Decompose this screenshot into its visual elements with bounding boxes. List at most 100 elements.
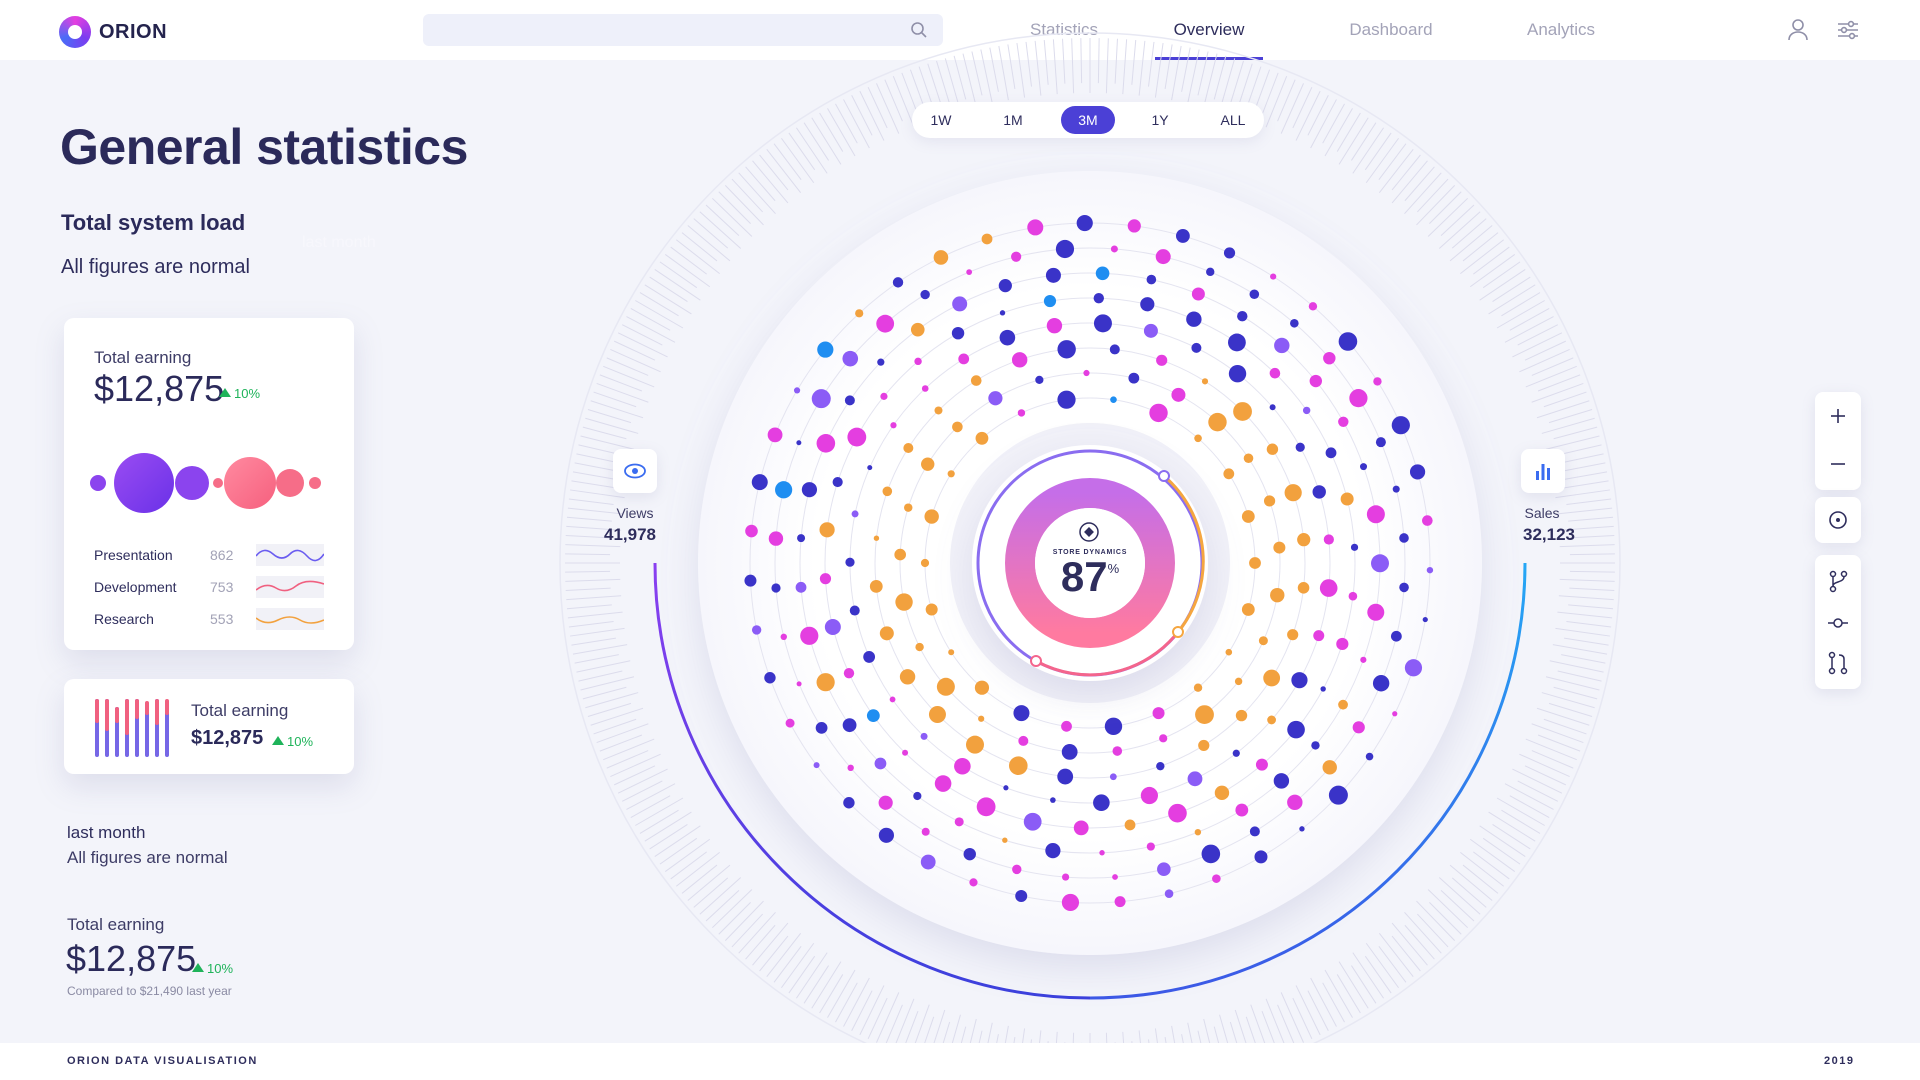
range-3m[interactable]: 3M: [1061, 106, 1115, 134]
data-dot: [969, 878, 978, 887]
hatch-line: [1352, 127, 1384, 174]
hatch-line: [1245, 1016, 1256, 1043]
hatch-line: [626, 783, 676, 810]
data-dot: [843, 797, 855, 809]
hatch-line: [570, 489, 625, 499]
hatch-line: [1197, 51, 1209, 96]
data-dot: [1270, 587, 1285, 603]
data-dot: [873, 535, 880, 541]
search-input[interactable]: [423, 14, 943, 46]
guide-ring: [824, 297, 1356, 829]
data-dot: [1168, 803, 1187, 823]
data-dot: [1287, 720, 1305, 739]
zoom-out-icon[interactable]: [1815, 444, 1861, 484]
data-dot: [1009, 756, 1028, 775]
hatch-line: [670, 851, 707, 880]
hatch-line: [1004, 1025, 1009, 1043]
data-dot: [1235, 803, 1249, 817]
hatch-line: [1138, 40, 1146, 96]
target-icon[interactable]: [1815, 500, 1861, 540]
data-dot: [1055, 239, 1075, 259]
hatch-line: [1548, 702, 1593, 717]
hatch-line: [1164, 44, 1173, 89]
hatch-line: [738, 911, 776, 954]
tab-dashboard[interactable]: Dashboard: [1349, 20, 1433, 39]
data-dot: [902, 749, 909, 756]
data-dot: [1095, 266, 1110, 281]
hatch-line: [811, 117, 842, 165]
data-dot: [1241, 603, 1255, 616]
hatch-line: [969, 1018, 977, 1043]
views-button[interactable]: [613, 449, 657, 493]
data-dot: [1319, 579, 1338, 597]
data-dot: [934, 775, 952, 792]
data-dot: [843, 667, 855, 679]
hatch-line: [664, 254, 711, 288]
hatch-line: [876, 83, 900, 134]
data-dot: [1112, 746, 1123, 756]
data-dot: [832, 476, 843, 488]
branch-icon[interactable]: [1815, 561, 1861, 601]
hatch-line: [693, 877, 729, 908]
data-dot: [1046, 317, 1063, 334]
hatch-line: [1292, 86, 1313, 129]
search-icon[interactable]: [910, 21, 928, 39]
range-all[interactable]: ALL: [1220, 112, 1246, 128]
hatch-line: [1404, 911, 1442, 954]
pull-request-icon[interactable]: [1815, 643, 1861, 683]
range-1y[interactable]: 1Y: [1151, 112, 1169, 128]
hatch-line: [585, 417, 639, 434]
user-icon[interactable]: [1784, 16, 1812, 44]
data-dot: [1128, 372, 1140, 384]
data-dot: [1045, 267, 1061, 283]
hatch-line: [1501, 292, 1541, 317]
data-dot: [1235, 709, 1248, 722]
data-dot: [771, 583, 781, 593]
range-1m[interactable]: 1M: [1003, 112, 1023, 128]
data-dot: [1027, 219, 1044, 236]
data-dot: [1175, 229, 1190, 243]
settings-sliders-icon[interactable]: [1834, 16, 1862, 44]
sales-button[interactable]: [1521, 449, 1565, 493]
hatch-line: [718, 191, 751, 224]
data-dot: [877, 358, 885, 366]
tab-overview[interactable]: Overview: [1155, 0, 1263, 60]
data-dot: [1249, 826, 1260, 837]
data-dot: [1011, 251, 1022, 262]
data-dot: [866, 709, 880, 722]
guide-ring: [899, 372, 1281, 754]
hatch-line: [1391, 154, 1421, 191]
hatch-line: [989, 47, 999, 92]
data-dot: [1299, 826, 1305, 832]
hatch-line: [788, 132, 816, 171]
hatch-line: [1219, 1014, 1229, 1043]
hatch-line: [1438, 877, 1481, 915]
data-dot: [978, 715, 985, 722]
data-dot: [999, 310, 1006, 316]
hatch-line: [566, 604, 612, 610]
hatch-line: [1295, 985, 1321, 1036]
hatch-line: [1536, 400, 1590, 419]
commit-icon[interactable]: [1815, 603, 1861, 643]
data-dot: [988, 391, 1003, 406]
data-dot: [920, 854, 936, 870]
center-unit: %: [1107, 561, 1120, 576]
hatch-line: [892, 76, 915, 128]
data-dot: [910, 322, 925, 337]
zoom-in-icon[interactable]: [1815, 396, 1861, 436]
hatch-line: [574, 654, 619, 664]
hatch-line: [565, 570, 611, 573]
hatch-line: [803, 122, 829, 161]
app-logo[interactable]: ORION: [59, 16, 167, 48]
hatch-line: [1338, 961, 1369, 1009]
data-dot: [1232, 749, 1240, 757]
data-dot: [1206, 267, 1215, 277]
range-1w[interactable]: 1W: [930, 112, 952, 128]
data-dot: [1297, 533, 1311, 547]
tab-analytics[interactable]: Analytics: [1526, 20, 1596, 39]
hatch-line: [933, 1009, 946, 1043]
hatch-line: [811, 961, 842, 1009]
hatch-line: [1553, 686, 1598, 700]
data-dot: [1233, 402, 1252, 421]
hatch-line: [635, 797, 684, 826]
